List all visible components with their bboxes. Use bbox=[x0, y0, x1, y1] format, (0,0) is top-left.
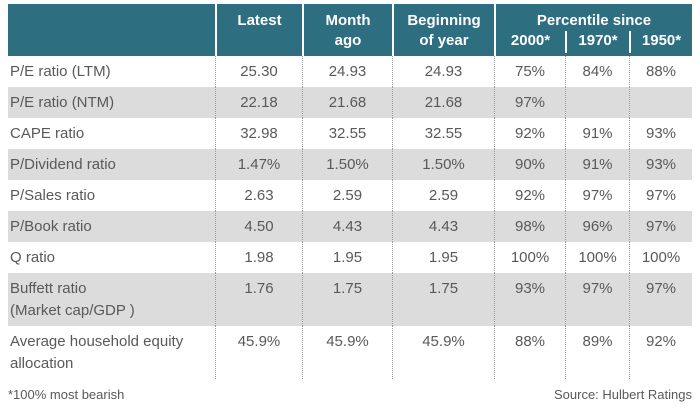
header-group-percentile-since: Percentile since 2000* 1970* 1950* bbox=[494, 4, 692, 56]
header-cell-empty bbox=[8, 4, 215, 56]
row-value: 45.9% bbox=[302, 326, 392, 379]
row-value: 1.50% bbox=[302, 149, 392, 180]
row-value: 97% bbox=[565, 273, 629, 326]
row-label: P/Book ratio bbox=[10, 218, 92, 235]
row-value: 88% bbox=[494, 326, 565, 379]
row-value: 97% bbox=[629, 211, 692, 242]
table-footer: *100% most bearish Source: Hulbert Ratin… bbox=[8, 379, 692, 403]
row-value: 100% bbox=[565, 242, 629, 273]
row-value: 2.59 bbox=[392, 180, 494, 211]
table-row: CAPE ratio 32.98 32.55 32.55 92% 91% 93% bbox=[8, 118, 692, 149]
row-label: Buffett ratio (Market cap/GDP ) bbox=[10, 280, 135, 319]
row-value: 91% bbox=[565, 118, 629, 149]
row-value: 1.98 bbox=[215, 242, 302, 273]
row-value: 32.98 bbox=[215, 118, 302, 149]
row-value: 91% bbox=[565, 149, 629, 180]
header-cell-month-ago: Month ago bbox=[302, 4, 392, 56]
row-label: Average household equity allocation bbox=[10, 333, 184, 372]
row-value bbox=[565, 87, 629, 118]
row-value: 97% bbox=[565, 180, 629, 211]
header-cell-percentile-since: Percentile since bbox=[536, 12, 652, 29]
row-value: 1.95 bbox=[392, 242, 494, 273]
row-value: 25.30 bbox=[215, 56, 302, 87]
row-value: 2.59 bbox=[302, 180, 392, 211]
row-value: 2.63 bbox=[215, 180, 302, 211]
row-value: 4.43 bbox=[302, 211, 392, 242]
row-value: 97% bbox=[629, 180, 692, 211]
row-value: 24.93 bbox=[392, 56, 494, 87]
row-value: 32.55 bbox=[392, 118, 494, 149]
row-value: 1.47% bbox=[215, 149, 302, 180]
row-label: CAPE ratio bbox=[10, 125, 85, 142]
table-header: Latest Month ago Beginning of year Perce… bbox=[8, 4, 692, 56]
header-cell-2000: 2000* bbox=[510, 32, 551, 49]
row-value: 92% bbox=[494, 180, 565, 211]
row-value: 4.50 bbox=[215, 211, 302, 242]
row-value: 1.75 bbox=[302, 273, 392, 326]
row-value: 98% bbox=[494, 211, 565, 242]
row-value: 92% bbox=[494, 118, 565, 149]
row-value: 93% bbox=[629, 118, 692, 149]
row-label: P/E ratio (NTM) bbox=[10, 94, 115, 111]
row-label: P/E ratio (LTM) bbox=[10, 63, 111, 80]
table-row: Average household equity allocation 45.9%… bbox=[8, 326, 692, 379]
footnote: *100% most bearish bbox=[8, 387, 125, 402]
row-value: 4.43 bbox=[392, 211, 494, 242]
row-value: 97% bbox=[494, 87, 565, 118]
row-value: 32.55 bbox=[302, 118, 392, 149]
table-row: Buffett ratio (Market cap/GDP ) 1.76 1.75 1… bbox=[8, 273, 692, 326]
row-value: 45.9% bbox=[215, 326, 302, 379]
table-row: P/Book ratio 4.50 4.43 4.43 98% 96% 97% bbox=[8, 211, 692, 242]
row-value: 93% bbox=[494, 273, 565, 326]
table-row: Q ratio 1.98 1.95 1.95 100% 100% 100% bbox=[8, 242, 692, 273]
row-value: 22.18 bbox=[215, 87, 302, 118]
row-value: 89% bbox=[565, 326, 629, 379]
row-value: 97% bbox=[629, 273, 692, 326]
row-value: 92% bbox=[629, 326, 692, 379]
table-row: P/Dividend ratio 1.47% 1.50% 1.50% 90% 91% 93% bbox=[8, 149, 692, 180]
row-value bbox=[629, 87, 692, 118]
row-value: 100% bbox=[494, 242, 565, 273]
row-value: 88% bbox=[629, 56, 692, 87]
row-value: 1.75 bbox=[392, 273, 494, 326]
header-cell-beginning-of-year: Beginning of year bbox=[392, 4, 494, 56]
table-row: P/E ratio (NTM) 22.18 21.68 21.68 97% bbox=[8, 87, 692, 118]
row-value: 90% bbox=[494, 149, 565, 180]
row-label: P/Dividend ratio bbox=[10, 156, 116, 173]
row-value: 1.95 bbox=[302, 242, 392, 273]
row-label: Q ratio bbox=[10, 249, 56, 266]
header-cell-1950: 1950* bbox=[629, 31, 692, 53]
row-value: 96% bbox=[565, 211, 629, 242]
row-value: 93% bbox=[629, 149, 692, 180]
row-value: 24.93 bbox=[302, 56, 392, 87]
row-value: 100% bbox=[629, 242, 692, 273]
row-value: 21.68 bbox=[302, 87, 392, 118]
table-body: P/E ratio (LTM) 25.30 24.93 24.93 75% 84% 88% P… bbox=[8, 56, 692, 379]
table-row: P/E ratio (LTM) 25.30 24.93 24.93 75% 84% 88% bbox=[8, 56, 692, 87]
percentile-subheader-row: 2000* 1970* 1950* bbox=[496, 31, 692, 53]
row-value: 21.68 bbox=[392, 87, 494, 118]
row-value: 75% bbox=[494, 56, 565, 87]
row-value: 45.9% bbox=[392, 326, 494, 379]
row-value: 1.76 bbox=[215, 273, 302, 326]
header-cell-latest: Latest bbox=[215, 4, 302, 56]
row-label: P/Sales ratio bbox=[10, 187, 96, 204]
header-cell-1970: 1970* bbox=[565, 31, 629, 53]
source-credit: Source: Hulbert Ratings bbox=[553, 387, 692, 402]
table-row: P/Sales ratio 2.63 2.59 2.59 92% 97% 97% bbox=[8, 180, 692, 211]
row-value: 84% bbox=[565, 56, 629, 87]
row-value: 1.50% bbox=[392, 149, 494, 180]
